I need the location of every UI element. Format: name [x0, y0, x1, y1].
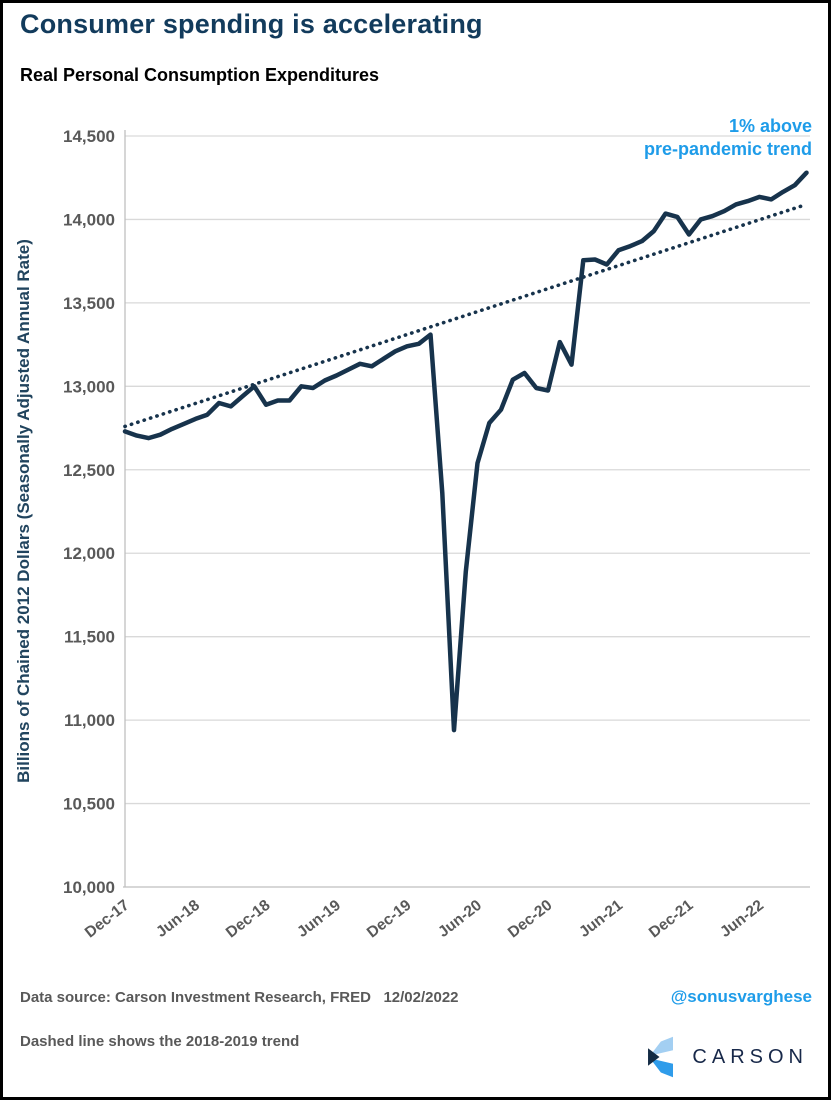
y-tick-label: 13,000 [63, 377, 115, 396]
x-tick-label: Jun-18 [153, 897, 203, 941]
carson-logo: CARSON [646, 1035, 808, 1079]
carson-logo-icon [648, 1036, 674, 1078]
x-tick-label: Dec-18 [223, 897, 274, 942]
x-tick-label: Dec-17 [82, 897, 133, 942]
x-tick-label: Dec-19 [364, 897, 415, 942]
carson-logo-text: CARSON [692, 1045, 808, 1068]
y-tick-label: 10,000 [63, 878, 115, 897]
x-tick-label: Dec-21 [646, 897, 697, 942]
trend-annotation: 1% above pre-pandemic trend [644, 115, 812, 160]
y-tick-label: 14,000 [63, 210, 115, 229]
y-tick-label: 11,500 [64, 628, 115, 647]
y-tick-label: 11,000 [64, 711, 115, 730]
y-tick-label: 13,500 [63, 294, 115, 313]
y-tick-label: 12,000 [63, 544, 115, 563]
x-tick-label: Jun-22 [717, 897, 767, 941]
x-tick-label: Dec-20 [505, 897, 556, 942]
data-source-text: Data source: Carson Investment Research,… [20, 989, 459, 1006]
x-tick-label: Jun-19 [294, 897, 344, 941]
x-tick-label: Jun-21 [576, 897, 626, 941]
trend-note-text: Dashed line shows the 2018-2019 trend [20, 1033, 300, 1050]
y-tick-label: 10,500 [63, 795, 115, 814]
x-tick-label: Jun-20 [435, 897, 485, 941]
trend-dotted-line [123, 202, 809, 429]
trend-annotation-line1: 1% above [728, 116, 812, 136]
y-tick-label: 14,500 [63, 127, 115, 146]
pce-data-line [122, 170, 809, 733]
trend-annotation-line2: pre-pandemic trend [643, 138, 812, 159]
y-tick-label: 12,500 [63, 461, 115, 480]
page-title: Consumer spending is accelerating [20, 9, 483, 39]
line-chart: 14,500 14,000 13,500 13,000 12,500 12,000 11,5… [63, 127, 810, 942]
chart-subtitle: Real Personal Consumption Expenditures [20, 65, 380, 85]
twitter-handle: @sonusvarghese [670, 987, 812, 1006]
